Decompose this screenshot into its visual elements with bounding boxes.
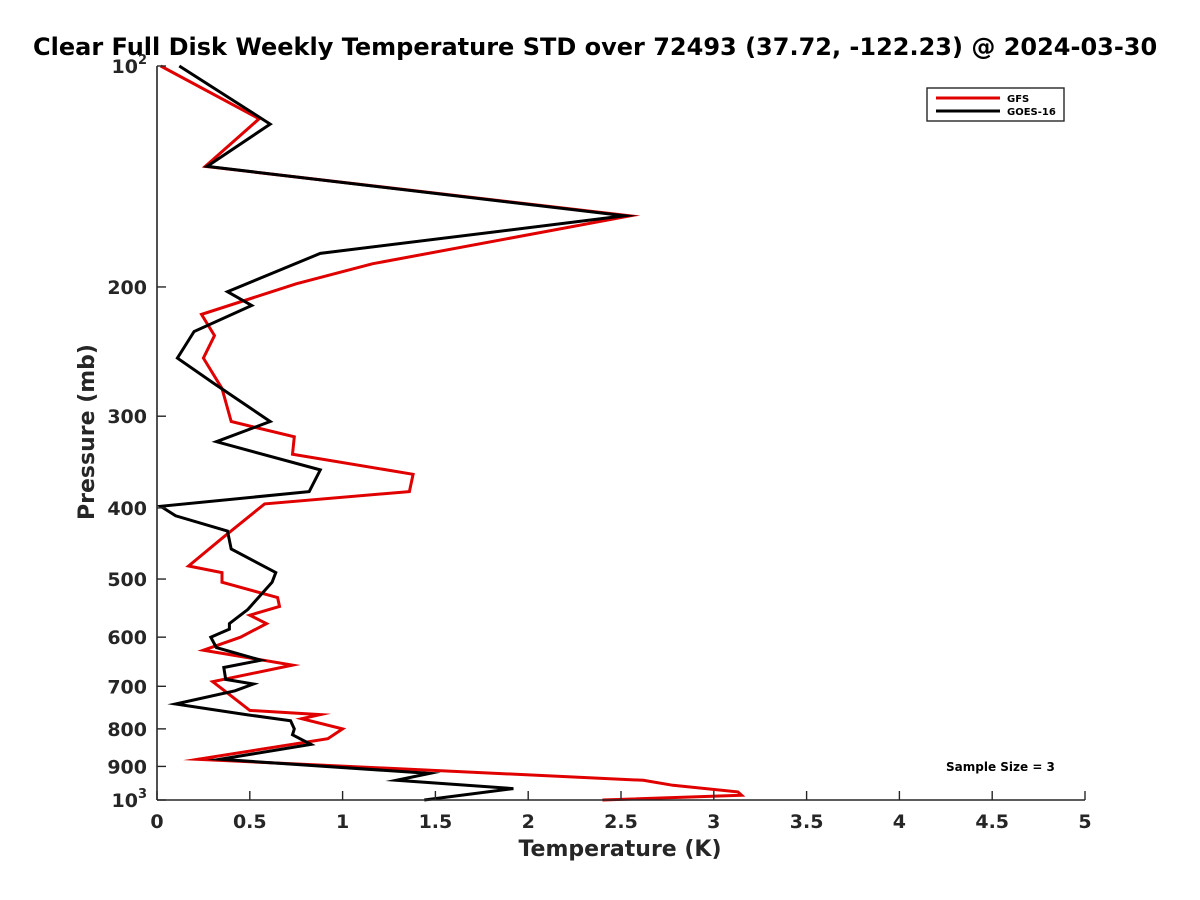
legend-label-goes-16: GOES-16 [1007, 107, 1056, 118]
y-tick-label: 103 [112, 787, 148, 812]
x-tick-label: 3.5 [790, 811, 824, 833]
legend-box [926, 87, 1065, 122]
sample-size-annotation: Sample Size = 3 [946, 760, 1055, 774]
plot-area [156, 64, 746, 802]
legend-label-gfs: GFS [1007, 94, 1029, 105]
axes: 0 0.5 1 1.5 2 2.5 3 3.5 4 4.5 5 102 200 300 400 500 600 7… [107, 53, 1091, 833]
y-tick-label: 800 [107, 719, 147, 741]
series-line-goes-16 [156, 64, 638, 802]
series-line-gfs [159, 64, 746, 802]
x-tick-label: 1.5 [419, 811, 453, 833]
x-tick-label: 3 [707, 811, 720, 833]
y-tick-label: 900 [107, 756, 147, 778]
x-tick-label: 2 [522, 811, 535, 833]
y-tick-label: 102 [112, 53, 148, 78]
x-tick-label: 0.5 [233, 811, 267, 833]
x-axis-label: Temperature (K) [518, 837, 721, 862]
y-tick-label: 300 [107, 406, 147, 428]
y-tick-label: 500 [107, 569, 147, 591]
x-tick-label: 1 [336, 811, 349, 833]
legend: GFS GOES-16 [926, 87, 1065, 122]
y-tick-label: 400 [107, 498, 147, 520]
x-tick-label: 4.5 [975, 811, 1009, 833]
x-tick-label: 2.5 [604, 811, 638, 833]
x-tick-label: 0 [150, 811, 163, 833]
y-tick-label: 700 [107, 676, 147, 698]
y-tick-label: 200 [107, 277, 147, 299]
x-tick-label: 4 [893, 811, 906, 833]
y-tick-label: 600 [107, 627, 147, 649]
x-tick-label: 5 [1078, 811, 1091, 833]
y-axis-label: Pressure (mb) [75, 344, 100, 520]
chart-title: Clear Full Disk Weekly Temperature STD o… [33, 33, 1157, 61]
